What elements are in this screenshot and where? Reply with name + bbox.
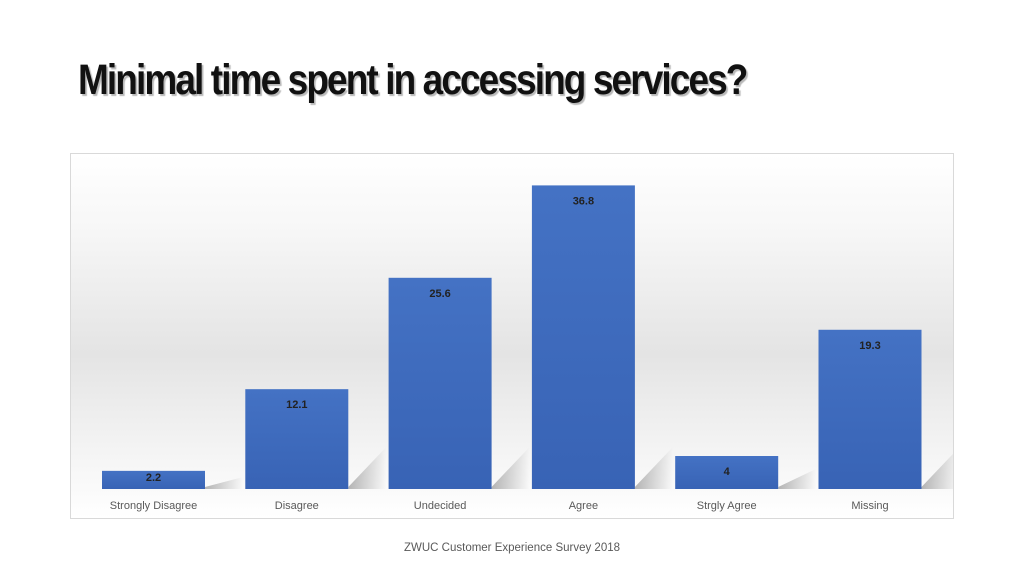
category-label: Strongly Disagree: [110, 500, 197, 512]
bar-shadows: [205, 447, 953, 489]
data-label: 2.2: [146, 472, 161, 484]
category-label: Agree: [569, 500, 598, 512]
bar-strongly-disagree: [102, 470, 205, 489]
data-label: 12.1: [286, 399, 307, 411]
bars: [102, 185, 922, 489]
slide-title: Minimal time spent in accessing services…: [78, 56, 748, 104]
category-labels: Strongly Disagree Disagree Undecided Agree S…: [110, 500, 889, 512]
bar-shadow: [634, 447, 673, 489]
bar-shadow: [491, 447, 530, 489]
data-label: 19.3: [859, 340, 880, 352]
bar-strgly-agree: [675, 456, 779, 489]
bar-shadow: [348, 447, 387, 489]
data-labels: 2.2 12.1 25.6 36.8 4 19.3: [146, 195, 881, 483]
category-label: Missing: [851, 500, 888, 512]
category-label: Disagree: [275, 500, 319, 512]
bar-undecided: [388, 277, 492, 489]
data-label: 25.6: [429, 288, 450, 300]
bar-shadow: [205, 477, 243, 489]
category-label: Undecided: [414, 500, 467, 512]
data-label: 36.8: [573, 195, 594, 207]
category-label: Strgly Agree: [697, 500, 757, 512]
bar-agree: [531, 185, 635, 489]
data-label: 4: [724, 466, 731, 478]
chart-area: 2.2 12.1 25.6 36.8 4 19.3 Strongly Disagree Di…: [70, 153, 954, 519]
bar-missing: [818, 329, 922, 489]
bar-shadow: [778, 468, 817, 489]
bar-disagree: [245, 389, 349, 489]
footer-text: ZWUC Customer Experience Survey 2018: [403, 542, 621, 554]
bar-shadow: [921, 453, 953, 489]
bar-chart: 2.2 12.1 25.6 36.8 4 19.3 Strongly Disagree Di…: [102, 185, 953, 512]
